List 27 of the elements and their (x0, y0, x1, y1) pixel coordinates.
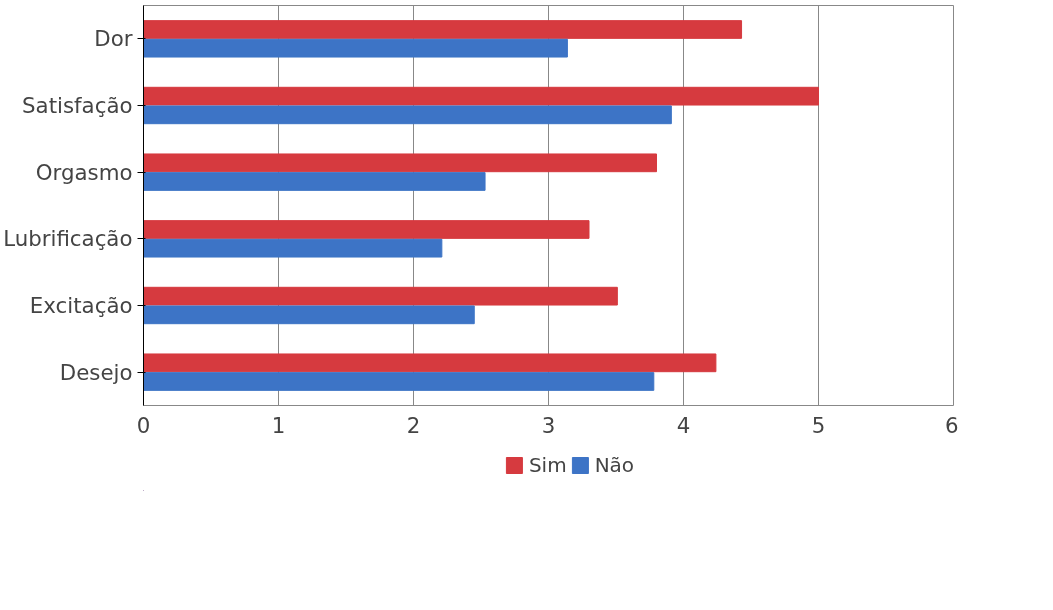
bar (143, 38, 568, 58)
y-tick-label: Satisfação (22, 93, 133, 118)
legend-label: Não (594, 453, 635, 477)
x-tick-label: 4 (676, 412, 691, 438)
y-tick-label: Desejo (59, 359, 133, 385)
bar (143, 220, 590, 239)
x-tick-label: 6 (944, 412, 959, 438)
x-tick-label: 3 (541, 412, 556, 438)
x-tick-label: 2 (406, 412, 421, 438)
y-tick-label: Lubrificação (3, 226, 133, 252)
bar (143, 238, 443, 258)
bar (143, 286, 618, 306)
legend-label: Sim (528, 453, 567, 477)
bar (143, 305, 475, 325)
y-tick-label: Excitação (29, 293, 133, 318)
x-tick-label: 5 (811, 412, 826, 438)
y-tick-label: Orgasmo (35, 159, 133, 185)
x-tick-label: 0 (136, 412, 151, 438)
bar (143, 353, 717, 373)
bar (143, 20, 743, 39)
y-tick-label: Dor (94, 26, 133, 52)
bar (143, 86, 819, 106)
bar (143, 105, 672, 125)
x-tick-label: 1 (271, 412, 286, 438)
bar (143, 172, 486, 191)
bar (143, 372, 655, 391)
bar (143, 153, 657, 173)
